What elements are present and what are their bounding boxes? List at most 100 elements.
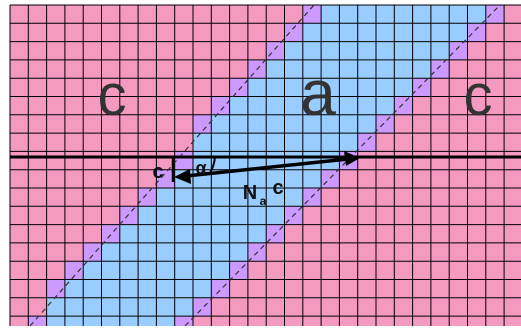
c-cell bbox=[485, 41, 505, 60]
c-cell bbox=[101, 78, 120, 97]
c-cell bbox=[357, 206, 376, 225]
c-cell bbox=[467, 297, 486, 317]
region-label-right-c: c bbox=[464, 63, 493, 128]
c-cell bbox=[101, 188, 120, 207]
c-cell bbox=[504, 41, 521, 60]
c-cell bbox=[10, 59, 29, 79]
a-cell bbox=[83, 279, 102, 298]
a-cell bbox=[412, 59, 431, 79]
c-cell bbox=[394, 206, 413, 225]
a-cell bbox=[339, 96, 358, 115]
region-label-left-c: c bbox=[98, 63, 127, 128]
c-cell bbox=[138, 96, 157, 115]
c-cell bbox=[138, 41, 157, 60]
a-cell bbox=[156, 206, 175, 225]
c-cell bbox=[394, 169, 413, 188]
c-cell bbox=[247, 316, 267, 326]
a-cell bbox=[119, 224, 139, 243]
a-cell bbox=[357, 41, 376, 60]
c-cell bbox=[449, 78, 468, 97]
c-cell bbox=[266, 316, 285, 326]
a-cell bbox=[156, 279, 175, 298]
c-cell bbox=[339, 188, 358, 207]
vector-label-N: N bbox=[243, 182, 257, 204]
a-cell bbox=[284, 59, 303, 79]
c-cell bbox=[119, 78, 139, 97]
c-cell bbox=[467, 242, 486, 262]
c-cell bbox=[174, 59, 193, 79]
c-cell bbox=[339, 224, 358, 243]
c-cell bbox=[376, 261, 395, 280]
c-cell bbox=[156, 78, 175, 97]
a-cell bbox=[302, 96, 322, 115]
c-cell bbox=[83, 151, 102, 170]
c-cell bbox=[46, 151, 65, 170]
c-cell bbox=[138, 169, 157, 188]
c-cell bbox=[412, 133, 431, 152]
c-cell bbox=[64, 169, 84, 188]
c-cell bbox=[504, 23, 521, 42]
c-cell bbox=[83, 114, 102, 134]
c-cell bbox=[430, 224, 450, 243]
c-cell bbox=[467, 261, 486, 280]
c-cell bbox=[119, 23, 139, 42]
c-cell bbox=[357, 224, 376, 243]
c-cell bbox=[193, 316, 212, 326]
a-cell bbox=[376, 59, 395, 79]
c-cell bbox=[119, 188, 139, 207]
boundary-cell bbox=[449, 41, 468, 60]
a-cell bbox=[394, 23, 413, 42]
c-cell bbox=[467, 316, 486, 326]
a-cell bbox=[119, 297, 139, 317]
boundary-cell bbox=[193, 297, 212, 317]
c-cell bbox=[321, 279, 340, 298]
a-cell bbox=[339, 5, 358, 24]
c-cell bbox=[46, 242, 65, 262]
c-cell bbox=[119, 169, 139, 188]
grid-lines bbox=[9, 4, 521, 326]
a-cell bbox=[138, 316, 157, 326]
c-cell bbox=[504, 242, 521, 262]
a-cell bbox=[119, 279, 139, 298]
a-cell bbox=[266, 114, 285, 134]
vector-label-c: c bbox=[272, 177, 283, 199]
c-cell bbox=[394, 188, 413, 207]
a-cell bbox=[247, 96, 267, 115]
c-cell bbox=[412, 279, 431, 298]
a-cell bbox=[174, 224, 193, 243]
c-cell bbox=[449, 59, 468, 79]
a-cell bbox=[211, 133, 230, 152]
c-cell bbox=[266, 261, 285, 280]
c-cell bbox=[430, 188, 450, 207]
c-cell bbox=[229, 316, 248, 326]
c-cell bbox=[321, 316, 340, 326]
c-cell bbox=[467, 206, 486, 225]
c-cell bbox=[412, 316, 431, 326]
a-cell bbox=[467, 5, 486, 24]
a-cell bbox=[430, 5, 450, 24]
c-cell bbox=[266, 279, 285, 298]
a-cell bbox=[376, 78, 395, 97]
a-cell bbox=[266, 59, 285, 79]
c-cell bbox=[28, 297, 47, 317]
boundary-cell bbox=[357, 133, 376, 152]
c-cell bbox=[83, 169, 102, 188]
c-cell bbox=[46, 59, 65, 79]
c-cell bbox=[412, 96, 431, 115]
c-cell bbox=[504, 297, 521, 317]
c-cell bbox=[467, 169, 486, 188]
c-cell bbox=[504, 59, 521, 79]
boundary-cell bbox=[193, 114, 212, 134]
c-cell bbox=[449, 297, 468, 317]
c-cell bbox=[412, 114, 431, 134]
c-cell bbox=[46, 188, 65, 207]
c-cell bbox=[412, 297, 431, 317]
c-cell bbox=[394, 151, 413, 170]
c-cell bbox=[138, 133, 157, 152]
boundary-cell bbox=[174, 316, 193, 326]
c-cell bbox=[430, 96, 450, 115]
lattice-vector-arrow bbox=[174, 151, 360, 184]
c-cell bbox=[430, 114, 450, 134]
a-cell bbox=[138, 297, 157, 317]
